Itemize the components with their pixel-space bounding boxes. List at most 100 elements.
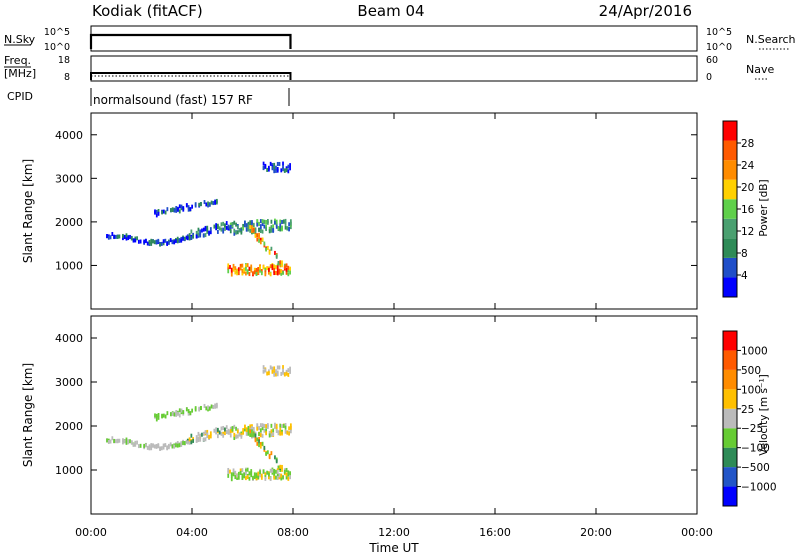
power-cell [210,200,213,205]
velocity-cell [287,368,290,373]
velocity-cell [229,426,232,431]
velocity-cell [134,442,137,447]
velocity-cell [259,470,261,475]
power-cell [289,163,291,168]
velocity-cell [206,429,209,434]
power-cell [276,161,279,166]
power-cell [246,263,249,268]
power-cell [127,236,130,241]
velocity-cell [166,446,169,451]
velocity-cell [253,472,256,477]
velocity-cell [150,443,153,448]
velocity-cell [289,425,292,430]
power-cell [253,270,256,275]
velocity-cell [261,426,264,431]
power-cell [262,166,265,171]
velocity-cell [240,434,243,439]
velocity-cell [116,439,119,444]
power-cell [235,230,237,235]
power-cell [273,264,276,269]
velocity-cell [234,475,237,480]
power-cell [282,219,285,224]
velocity-cell [276,372,279,377]
velocity-cell [190,440,193,445]
colorbar-tick-label: 8 [741,248,748,260]
power-cell [152,239,154,244]
power-cell [259,265,261,270]
velocity-cell [281,467,283,472]
velocity-cell [127,440,130,445]
velocity-cell [245,471,247,476]
power-cell [169,238,172,243]
power-cell [259,219,262,224]
power-cell [270,219,273,224]
velocity-cell [268,371,270,376]
velocity-cell [227,428,230,433]
velocity-cell [266,424,269,429]
velocity-cell [289,475,291,480]
velocity-cell [225,430,228,435]
velocity-cell [275,475,277,480]
velocity-cell [287,472,290,477]
power-cell [129,234,131,239]
power-cell [260,269,263,274]
power-cell [150,241,153,246]
power-cell [265,220,267,225]
power-cell [202,227,205,232]
velocity-cell [282,423,285,428]
velocity-cell [256,437,259,442]
power-cell [261,229,264,234]
velocity-cell [157,413,160,418]
power-cell [125,233,128,238]
power-cell [137,239,140,244]
velocity-cell [268,475,270,480]
velocity-cell [155,413,158,418]
velocity-cell [216,427,219,432]
power-colorbar-label: Power [dB] [758,179,770,236]
power-cell [254,229,257,234]
velocity-cell [203,403,206,408]
power-cell [273,166,276,171]
velocity-cell [265,424,267,429]
power-cell [236,225,239,230]
velocity-cell [132,442,135,447]
power-cell [275,165,277,170]
velocity-cell [187,409,190,414]
cpid-text: normalsound (fast) 157 RF [93,93,253,107]
velocity-cell [224,431,226,436]
velocity-cell [232,472,235,477]
power-cell [254,233,257,238]
colorbar-swatch [723,447,737,468]
velocity-cell [159,446,161,451]
colorbar-swatch [723,218,737,239]
velocity-cell [286,430,289,435]
velocity-cell [284,423,287,428]
power-cell [206,225,209,230]
power-cell [222,229,225,234]
velocity-cell [256,441,259,446]
power-cell [282,167,284,172]
freq-line [90,72,292,80]
power-cell [266,220,269,225]
velocity-cell [264,472,267,477]
power-cell [237,267,240,272]
power-cell [277,226,280,231]
power-cell [289,166,291,171]
velocity-cell [260,473,263,478]
velocity-cell [136,440,138,445]
power-cell [264,164,267,169]
velocity-cell [281,424,283,429]
velocity-cell [157,415,160,420]
power-cell [230,267,233,272]
velocity-cell [173,444,176,449]
power-cell [279,219,282,224]
velocity-cell [275,372,277,377]
power-cell [251,225,253,230]
nsearch-tick-bottom: 10^0 [706,42,732,53]
power-cell [187,205,190,210]
colorbar-tick-label: 20 [741,182,754,194]
velocity-cell [160,446,163,451]
power-cell [190,229,193,234]
power-cell [212,201,215,206]
velocity-cell [109,439,112,444]
